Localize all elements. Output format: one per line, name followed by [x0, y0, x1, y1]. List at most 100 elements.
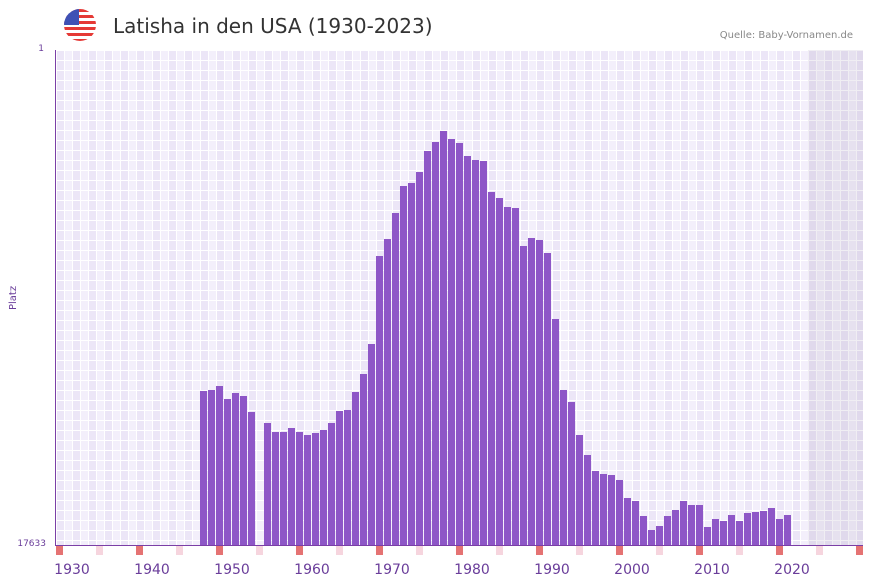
bar-1989[interactable] [544, 252, 551, 545]
year-marker [776, 546, 783, 555]
bar-1962[interactable] [328, 423, 335, 545]
bar-2015[interactable] [752, 512, 759, 545]
year-marker [176, 546, 183, 555]
bar-1951[interactable] [240, 396, 247, 545]
bar-2009[interactable] [704, 527, 711, 545]
year-marker [416, 546, 423, 555]
bar-1991[interactable] [560, 389, 567, 545]
bar-1946[interactable] [200, 391, 207, 545]
bar-2003[interactable] [656, 526, 663, 545]
bar-1977[interactable] [448, 138, 455, 545]
bar-1954[interactable] [264, 423, 271, 545]
bar-2004[interactable] [664, 516, 671, 545]
bar-2008[interactable] [696, 504, 703, 545]
bar-1994[interactable] [584, 454, 591, 545]
bar-2010[interactable] [712, 519, 719, 545]
bar-1993[interactable] [576, 434, 583, 545]
x-tick-label: 1990 [534, 562, 570, 578]
x-tick-label: 1960 [294, 562, 330, 578]
bar-2018[interactable] [776, 519, 783, 545]
bar-1964[interactable] [344, 410, 351, 545]
bar-2001[interactable] [640, 516, 647, 545]
bar-2012[interactable] [728, 515, 735, 545]
bar-2014[interactable] [744, 513, 751, 545]
x-tick-label: 1970 [374, 562, 410, 578]
bar-1988[interactable] [536, 240, 543, 545]
bar-1999[interactable] [624, 498, 631, 545]
bar-1967[interactable] [368, 344, 375, 545]
y-axis-label: Platz [8, 285, 19, 310]
year-marker [496, 546, 503, 555]
future-shade [808, 50, 863, 545]
bar-1968[interactable] [376, 255, 383, 545]
bar-1949[interactable] [224, 399, 231, 545]
bar-1969[interactable] [384, 238, 391, 545]
bar-1947[interactable] [208, 390, 215, 545]
bar-1970[interactable] [392, 213, 399, 545]
bar-1998[interactable] [616, 479, 623, 545]
y-tick-top: 1 [38, 44, 44, 54]
year-marker [376, 546, 383, 555]
year-marker [736, 546, 743, 555]
y-tick-bottom: 17633 [17, 539, 46, 549]
bar-2017[interactable] [768, 508, 775, 545]
bar-1995[interactable] [592, 471, 599, 545]
bar-1996[interactable] [600, 473, 607, 545]
bar-2013[interactable] [736, 521, 743, 545]
bar-1985[interactable] [512, 207, 519, 545]
bar-1966[interactable] [360, 373, 367, 545]
year-marker [456, 546, 463, 555]
year-marker [96, 546, 103, 555]
source-label: Quelle: Baby-Vornamen.de [719, 30, 853, 41]
bar-1974[interactable] [424, 151, 431, 545]
bar-1958[interactable] [296, 432, 303, 545]
bar-1981[interactable] [480, 161, 487, 545]
bar-1955[interactable] [272, 431, 279, 545]
bar-2007[interactable] [688, 504, 695, 545]
chart-title: Latisha in den USA (1930-2023) [113, 14, 433, 38]
year-marker [816, 546, 823, 555]
bar-1961[interactable] [320, 429, 327, 545]
bar-1992[interactable] [568, 402, 575, 545]
bar-1972[interactable] [408, 183, 415, 545]
bar-1948[interactable] [216, 386, 223, 545]
bar-1987[interactable] [528, 237, 535, 545]
bar-1982[interactable] [488, 191, 495, 545]
bar-1973[interactable] [416, 172, 423, 545]
bar-2005[interactable] [672, 510, 679, 545]
bar-1960[interactable] [312, 433, 319, 545]
bar-1963[interactable] [336, 411, 343, 545]
x-tick-label: 2020 [774, 562, 810, 578]
bar-1983[interactable] [496, 197, 503, 545]
bar-1978[interactable] [456, 142, 463, 545]
bar-1986[interactable] [520, 246, 527, 545]
bar-2000[interactable] [632, 501, 639, 545]
year-marker [296, 546, 303, 555]
x-tick-label: 1980 [454, 562, 490, 578]
bar-1975[interactable] [432, 142, 439, 545]
bar-1971[interactable] [400, 185, 407, 545]
bar-1957[interactable] [288, 428, 295, 545]
bar-2016[interactable] [760, 510, 767, 545]
bar-1956[interactable] [280, 431, 287, 545]
bar-1976[interactable] [440, 130, 447, 545]
bar-1997[interactable] [608, 475, 615, 545]
bar-1950[interactable] [232, 393, 239, 545]
plot-area [56, 50, 863, 545]
year-marker [616, 546, 623, 555]
bar-1965[interactable] [352, 392, 359, 545]
x-tick-label: 1930 [54, 562, 90, 578]
bar-2006[interactable] [680, 500, 687, 545]
bar-1979[interactable] [464, 155, 471, 545]
year-marker [336, 546, 343, 555]
year-marker [56, 546, 63, 555]
bar-2002[interactable] [648, 530, 655, 545]
bar-2011[interactable] [720, 521, 727, 545]
bar-2019[interactable] [784, 515, 791, 545]
bar-1959[interactable] [304, 435, 311, 545]
bar-1952[interactable] [248, 412, 255, 545]
bar-1990[interactable] [552, 318, 559, 545]
bar-1984[interactable] [504, 206, 511, 545]
bar-1980[interactable] [472, 160, 479, 545]
